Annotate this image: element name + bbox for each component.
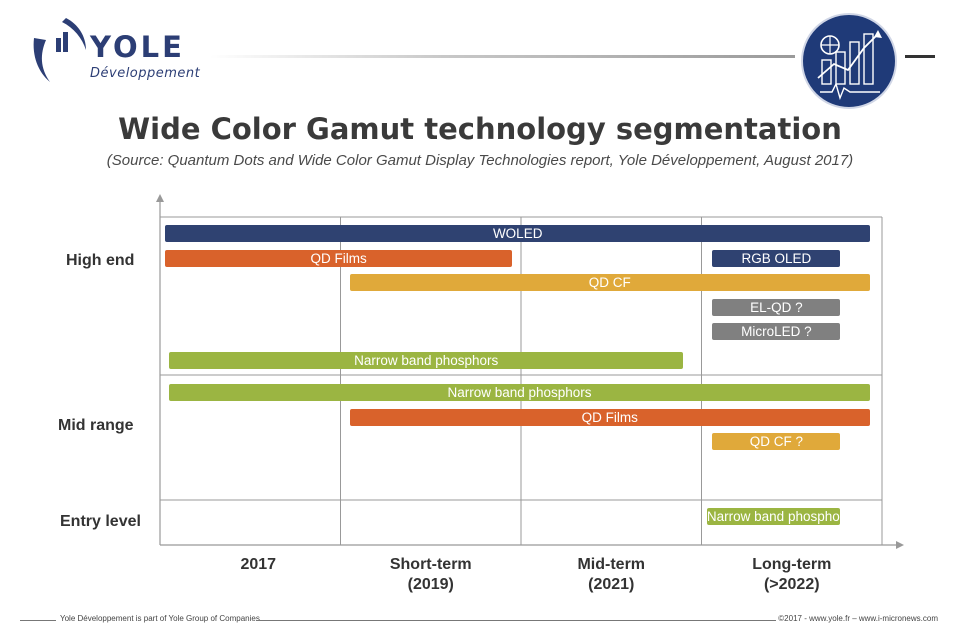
period-label-line1: Mid-term: [577, 556, 646, 573]
timeline-bar: RGB OLED: [712, 249, 841, 267]
page-title: Wide Color Gamut technology segmentation: [118, 112, 842, 146]
header-divider: [210, 55, 795, 58]
footer-right-text: ©2017 - www.yole.fr – www.i-micronews.co…: [778, 614, 938, 623]
timeline-bar: QD Films: [165, 249, 512, 267]
timeline-bar: Narrow band phosphors: [169, 351, 684, 369]
x-axis-arrow: [896, 541, 904, 549]
page-subtitle: (Source: Quantum Dots and Wide Color Gam…: [106, 152, 854, 169]
timeline-bar: QD CF ?: [712, 433, 841, 450]
yole-logo: YOLE Développement: [28, 14, 201, 94]
segment-label: High end: [66, 252, 135, 269]
period-label: Mid-term (2021): [521, 555, 701, 595]
footer-left-text: Yole Développement is part of Yole Group…: [60, 614, 260, 623]
segment-label: Entry level: [60, 513, 141, 530]
timeline-bar: QD CF: [349, 274, 870, 291]
market-chart-emblem-icon: [801, 13, 897, 109]
period-label-line1: 2017: [240, 556, 277, 573]
period-label: Long-term (>2022): [702, 555, 882, 595]
segment-label: Mid range: [58, 417, 134, 434]
period-label-line1: Long-term: [752, 556, 832, 573]
timeline-bar: EL-QD ?: [712, 298, 841, 316]
period-label-line2: (>2022): [763, 576, 820, 593]
timeline-bar: QD Films: [349, 408, 870, 426]
timeline-bar: WOLED: [165, 225, 870, 242]
period-label: Short-term (2019): [341, 555, 521, 595]
header-divider-right: [905, 55, 935, 58]
yole-swoosh-icon: [33, 18, 86, 82]
period-label: 2017: [168, 555, 348, 575]
y-axis-arrow: [156, 194, 164, 202]
footer-line-left: [20, 620, 56, 621]
period-label-line2: (2021): [588, 576, 635, 593]
timeline-bar: MicroLED ?: [712, 323, 841, 340]
brand-subtitle: Développement: [90, 66, 201, 81]
period-label-line1: Short-term: [389, 556, 472, 573]
footer-line-mid: [256, 620, 776, 621]
timeline-bar: Narrow band phosphors: [169, 384, 870, 401]
timeline-bar: Narrow band phosphors: [706, 508, 841, 525]
brand-name: YOLE: [90, 30, 185, 64]
period-label-line2: (2019): [407, 576, 454, 593]
